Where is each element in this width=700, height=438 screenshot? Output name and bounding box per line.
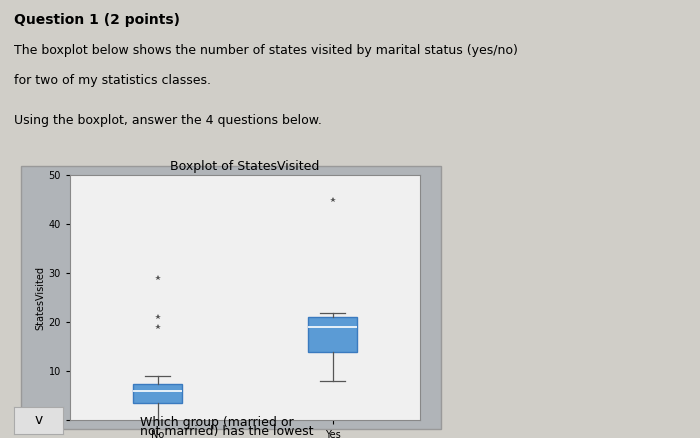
Text: v: v [34, 413, 43, 427]
Text: not married) has the lowest: not married) has the lowest [140, 425, 314, 438]
Text: Which group (married or: Which group (married or [140, 416, 293, 429]
Text: for two of my statistics classes.: for two of my statistics classes. [14, 74, 211, 88]
Text: Using the boxplot, answer the 4 questions below.: Using the boxplot, answer the 4 question… [14, 114, 322, 127]
PathPatch shape [308, 318, 357, 352]
Text: Question 1 (2 points): Question 1 (2 points) [14, 13, 180, 27]
Text: The boxplot below shows the number of states visited by marital status (yes/no): The boxplot below shows the number of st… [14, 44, 518, 57]
Title: Boxplot of StatesVisited: Boxplot of StatesVisited [170, 159, 320, 173]
Y-axis label: StatesVisited: StatesVisited [36, 266, 46, 330]
PathPatch shape [133, 384, 182, 403]
